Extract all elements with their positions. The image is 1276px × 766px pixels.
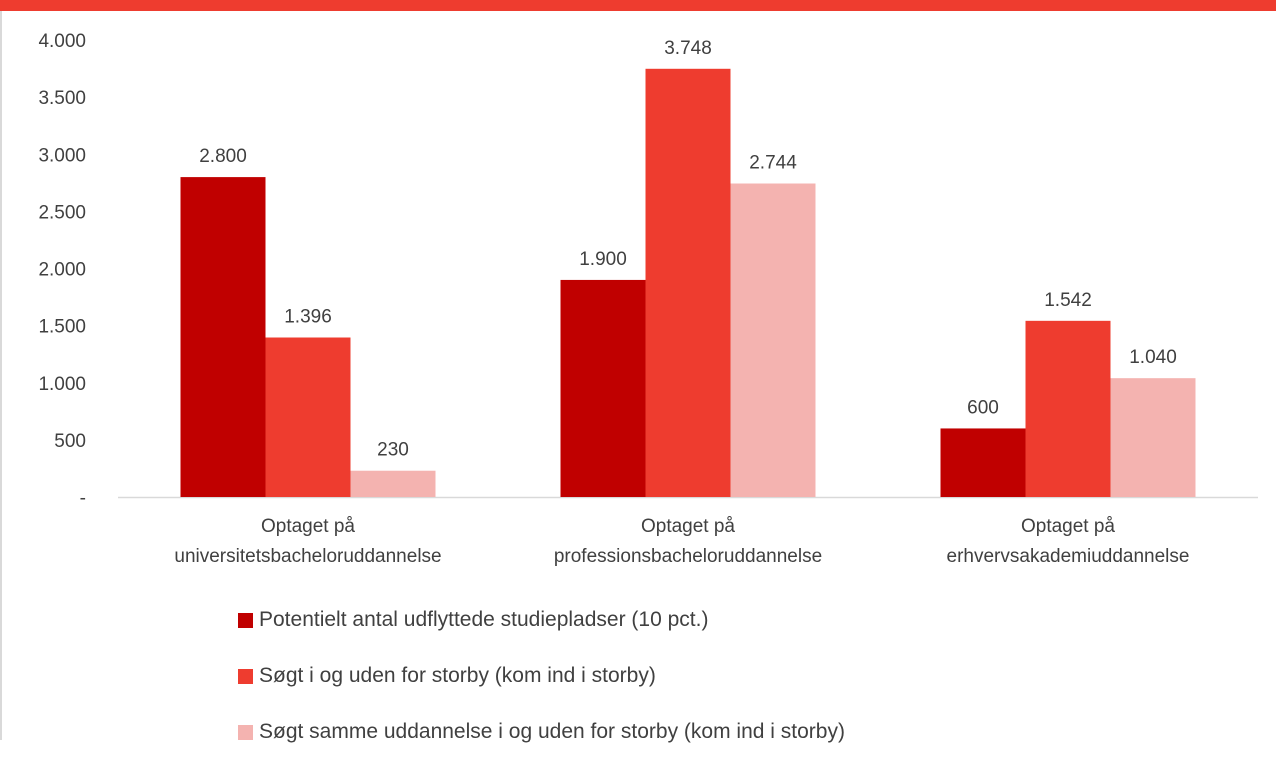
- x-category-label: Optaget på: [641, 516, 735, 537]
- data-label: 1.040: [1129, 347, 1177, 368]
- y-tick-label: 1.000: [38, 374, 86, 395]
- legend-label-series-3: Søgt samme uddannelse i og uden for stor…: [259, 720, 845, 743]
- y-tick-label: 2.000: [38, 260, 86, 281]
- legend-swatch-series-2: [238, 668, 253, 684]
- y-tick-label: 3.500: [38, 88, 86, 109]
- legend-label-series-2: Søgt i og uden for storby (kom ind i sto…: [259, 664, 656, 687]
- bar: [350, 470, 436, 497]
- bar: [265, 337, 351, 497]
- data-label: 2.800: [199, 146, 247, 167]
- x-category-label: professionsbacheloruddannelse: [554, 546, 822, 567]
- bar: [645, 68, 731, 497]
- legend-item-series-2: Søgt i og uden for storby (kom ind i sto…: [238, 654, 845, 698]
- bar: [560, 279, 646, 497]
- x-category-label: universitetsbacheloruddannelse: [174, 546, 441, 567]
- data-label: 230: [377, 440, 409, 461]
- data-label: 3.748: [664, 38, 712, 59]
- data-label: 600: [967, 397, 999, 418]
- legend-swatch-series-1: [238, 612, 253, 628]
- bar-chart: - 500 1.000 1.500 2.000 2.500 3.000 3.500 4.000 2…: [38, 31, 1258, 567]
- legend-item-series-1: Potentielt antal udflyttede studiepladse…: [238, 598, 845, 642]
- y-tick-label: -: [80, 488, 86, 509]
- y-tick-label: 500: [54, 431, 86, 452]
- legend-item-series-3: Søgt samme uddannelse i og uden for stor…: [238, 710, 845, 754]
- top-accent-bar: [0, 0, 1276, 11]
- legend: Potentielt antal udflyttede studiepladse…: [238, 598, 845, 766]
- legend-label-series-1: Potentielt antal udflyttede studiepladse…: [259, 608, 709, 631]
- bar: [1025, 320, 1111, 497]
- data-label: 2.744: [749, 152, 797, 173]
- y-tick-label: 3.000: [38, 145, 86, 166]
- data-label: 1.542: [1044, 290, 1092, 311]
- bar: [180, 177, 266, 497]
- bar: [940, 428, 1026, 497]
- left-border-line: [0, 11, 2, 740]
- bar: [730, 183, 816, 498]
- y-tick-label: 2.500: [38, 202, 86, 223]
- legend-swatch-series-3: [238, 724, 253, 740]
- data-label: 1.396: [284, 307, 332, 328]
- x-category-label: erhvervsakademiuddannelse: [947, 546, 1190, 567]
- x-category-label: Optaget på: [261, 516, 355, 537]
- x-category-label: Optaget på: [1021, 516, 1115, 537]
- y-tick-label: 4.000: [38, 31, 86, 52]
- bar: [1110, 378, 1196, 497]
- data-label: 1.900: [579, 249, 627, 270]
- y-tick-label: 1.500: [38, 317, 86, 338]
